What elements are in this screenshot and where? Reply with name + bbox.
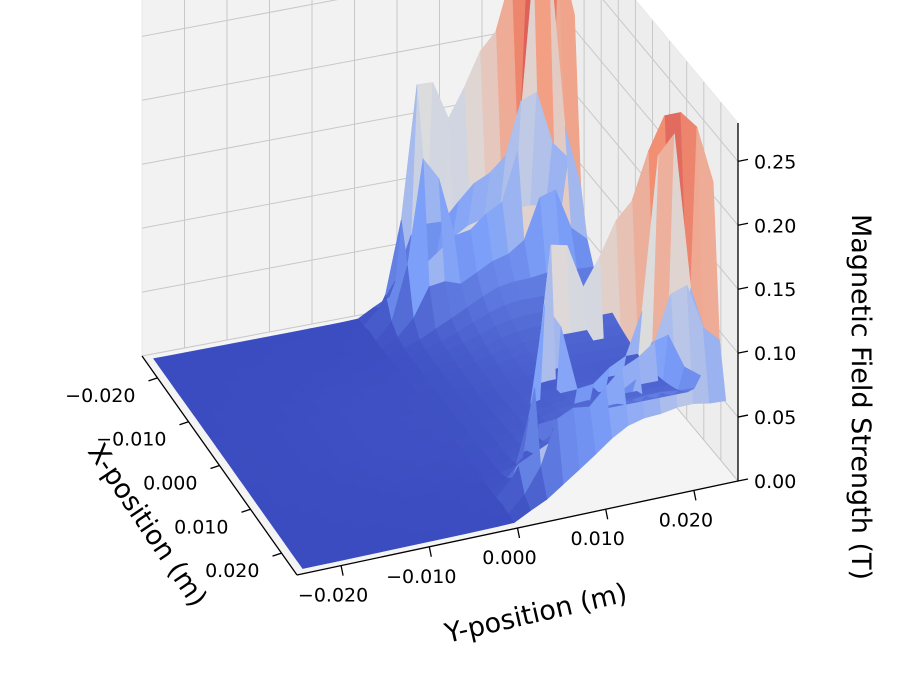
y-tick-mark: [693, 490, 697, 501]
y-tick-mark: [605, 509, 609, 520]
surface-mesh: [153, 0, 727, 569]
y-tick-label: −0.020: [298, 585, 368, 607]
x-tick-label: 0.020: [205, 560, 259, 582]
x-tick-label: 0.010: [174, 516, 228, 538]
x-tick-mark: [148, 377, 158, 382]
x-tick-mark: [272, 552, 282, 557]
x-tick-label: −0.010: [96, 429, 166, 451]
z-tick-label: 0.00: [754, 471, 796, 493]
z-tick-mark: [737, 222, 749, 226]
z-tick-mark: [737, 158, 749, 162]
y-tick-label: 0.010: [570, 528, 624, 550]
z-axis-label: Magnetic Field Strength (T): [845, 214, 876, 580]
z-tick-label: 0.20: [754, 215, 796, 237]
y-axis-label: Y-position (m): [441, 578, 630, 650]
y-tick-label: 0.020: [659, 509, 713, 531]
z-tick-mark: [737, 286, 749, 290]
grid-line: [141, 0, 739, 162]
x-tick-label: 0.000: [143, 473, 197, 495]
z-tick-label: 0.25: [754, 151, 796, 173]
x-tick-mark: [210, 464, 220, 470]
z-tick-mark: [737, 350, 749, 354]
z-tick-mark: [737, 414, 749, 418]
surface-facet: [702, 327, 727, 404]
z-tick-mark: [737, 478, 749, 482]
y-tick-label: 0.000: [482, 547, 536, 569]
z-tick-label: 0.10: [754, 343, 796, 365]
surface-facet: [296, 556, 320, 569]
x-tick-label: −0.020: [65, 385, 135, 407]
y-tick-mark: [516, 527, 521, 539]
z-tick-label: 0.05: [754, 407, 796, 429]
x-tick-mark: [241, 508, 251, 513]
y-tick-mark: [340, 565, 344, 576]
y-tick-label: −0.010: [386, 566, 456, 588]
z-tick-label: 0.15: [754, 279, 796, 301]
x-tick-mark: [179, 421, 189, 426]
tick-labels: −0.020 −0.010 0.000 0.010 0.020 −0.020 −0.010 0…: [65, 151, 796, 606]
y-tick-mark: [428, 546, 432, 557]
